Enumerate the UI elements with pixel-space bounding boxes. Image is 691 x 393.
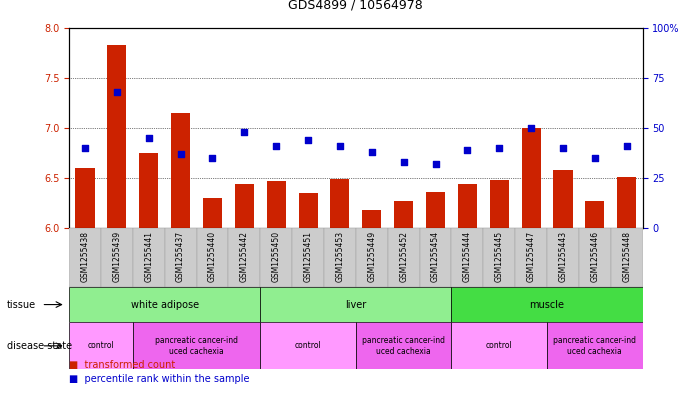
Text: pancreatic cancer-ind
uced cachexia: pancreatic cancer-ind uced cachexia <box>362 336 445 356</box>
Bar <box>267 181 286 228</box>
Point <box>303 137 314 143</box>
Bar <box>164 228 196 287</box>
Text: GSM1255453: GSM1255453 <box>335 231 344 282</box>
Bar <box>299 193 318 228</box>
Text: ■  transformed count: ■ transformed count <box>69 360 176 371</box>
Bar <box>617 177 636 228</box>
Point <box>589 155 600 161</box>
Bar <box>451 322 547 369</box>
Bar <box>611 228 643 287</box>
Point <box>143 134 154 141</box>
Text: GSM1255440: GSM1255440 <box>208 231 217 282</box>
Bar <box>451 228 483 287</box>
Point <box>366 149 377 155</box>
Text: disease state: disease state <box>7 341 72 351</box>
Text: GSM1255439: GSM1255439 <box>113 231 122 282</box>
Bar <box>419 228 451 287</box>
Bar <box>69 228 101 287</box>
Text: GSM1255451: GSM1255451 <box>303 231 312 282</box>
Point <box>79 145 91 151</box>
Bar <box>585 201 605 228</box>
Text: pancreatic cancer-ind
uced cachexia: pancreatic cancer-ind uced cachexia <box>553 336 636 356</box>
Text: GSM1255447: GSM1255447 <box>527 231 536 282</box>
Bar <box>261 322 356 369</box>
Bar <box>107 44 126 228</box>
Text: control: control <box>88 342 114 350</box>
Bar <box>394 201 413 228</box>
Text: liver: liver <box>346 299 366 310</box>
Bar <box>261 228 292 287</box>
Text: GSM1255437: GSM1255437 <box>176 231 185 282</box>
Bar <box>229 228 261 287</box>
Bar <box>196 228 229 287</box>
Point <box>462 147 473 153</box>
Text: GSM1255446: GSM1255446 <box>590 231 599 282</box>
Bar <box>547 322 643 369</box>
Text: GSM1255448: GSM1255448 <box>622 231 631 282</box>
Bar <box>75 168 95 228</box>
Point <box>430 161 441 167</box>
Text: pancreatic cancer-ind
uced cachexia: pancreatic cancer-ind uced cachexia <box>155 336 238 356</box>
Bar <box>515 228 547 287</box>
Bar <box>426 192 445 228</box>
Text: control: control <box>294 342 321 350</box>
Text: GSM1255450: GSM1255450 <box>272 231 281 282</box>
Bar <box>388 228 419 287</box>
Bar <box>203 198 222 228</box>
Text: tissue: tissue <box>7 299 36 310</box>
Bar <box>139 153 158 228</box>
Point <box>493 145 504 151</box>
Text: GSM1255442: GSM1255442 <box>240 231 249 282</box>
Text: control: control <box>486 342 513 350</box>
Text: GSM1255441: GSM1255441 <box>144 231 153 282</box>
Text: ■  percentile rank within the sample: ■ percentile rank within the sample <box>69 374 249 384</box>
Bar <box>547 228 579 287</box>
Bar <box>356 322 451 369</box>
Bar <box>324 228 356 287</box>
Bar <box>235 184 254 228</box>
Point <box>239 129 250 135</box>
Bar <box>522 128 540 228</box>
Text: GSM1255449: GSM1255449 <box>368 231 377 282</box>
Bar <box>261 287 451 322</box>
Bar <box>356 228 388 287</box>
Text: muscle: muscle <box>529 299 565 310</box>
Text: GDS4899 / 10564978: GDS4899 / 10564978 <box>288 0 424 12</box>
Text: white adipose: white adipose <box>131 299 199 310</box>
Bar <box>101 228 133 287</box>
Text: GSM1255445: GSM1255445 <box>495 231 504 282</box>
Point <box>111 88 122 95</box>
Text: GSM1255443: GSM1255443 <box>558 231 567 282</box>
Text: GSM1255452: GSM1255452 <box>399 231 408 282</box>
Text: GSM1255438: GSM1255438 <box>81 231 90 282</box>
Point <box>175 151 186 157</box>
Bar <box>458 184 477 228</box>
Point <box>621 143 632 149</box>
Bar <box>133 322 261 369</box>
Point <box>398 159 409 165</box>
Bar <box>579 228 611 287</box>
Bar <box>292 228 324 287</box>
Point <box>558 145 569 151</box>
Bar <box>451 287 643 322</box>
Text: GSM1255454: GSM1255454 <box>431 231 440 282</box>
Bar <box>69 322 133 369</box>
Bar <box>133 228 164 287</box>
Bar <box>362 210 381 228</box>
Bar <box>483 228 515 287</box>
Text: GSM1255444: GSM1255444 <box>463 231 472 282</box>
Bar <box>69 287 261 322</box>
Point <box>271 143 282 149</box>
Bar <box>330 179 350 228</box>
Point <box>334 143 346 149</box>
Point <box>207 155 218 161</box>
Point <box>526 125 537 131</box>
Bar <box>553 170 573 228</box>
Bar <box>171 113 190 228</box>
Bar <box>490 180 509 228</box>
